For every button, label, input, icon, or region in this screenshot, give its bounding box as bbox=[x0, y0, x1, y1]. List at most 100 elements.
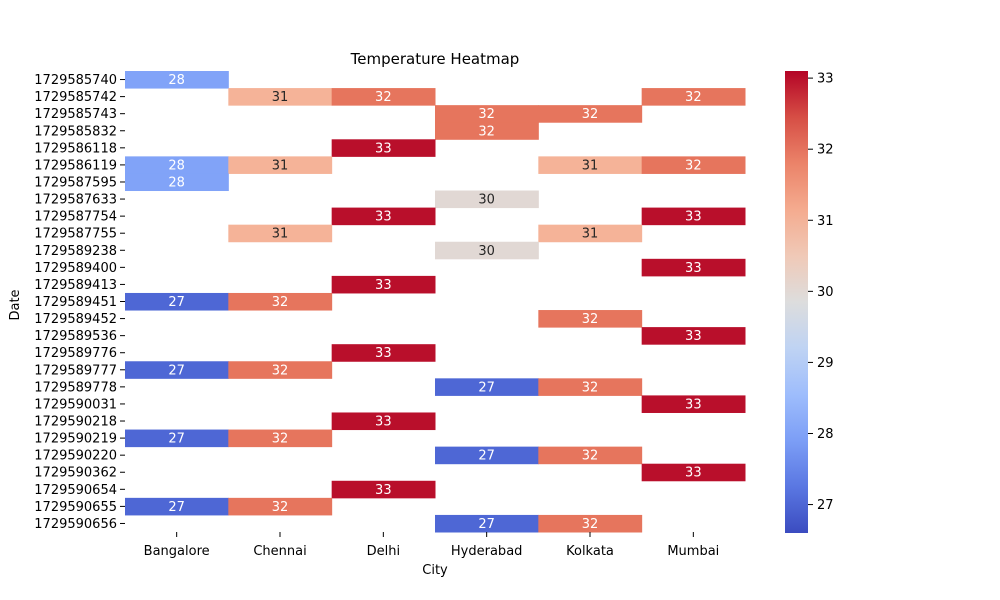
heatmap-cell bbox=[228, 224, 333, 243]
x-axis: Bangalore Chennai Delhi Hyderabad Kolkata Mum… bbox=[144, 532, 719, 559]
heatmap-cell bbox=[435, 514, 539, 533]
heatmap-cell bbox=[125, 292, 229, 311]
y-tick-label: 1729589452 bbox=[34, 312, 117, 327]
y-tick-label: 1729589451 bbox=[34, 295, 117, 310]
y-tick-label: 1729590219 bbox=[34, 432, 117, 447]
y-tick-label: 1729590218 bbox=[34, 415, 117, 430]
heatmap-cell bbox=[641, 395, 746, 413]
cell-value-label: 33 bbox=[375, 210, 392, 225]
cell-value-label: 32 bbox=[272, 500, 289, 515]
y-tick-label: 1729585743 bbox=[34, 107, 117, 122]
cell-value-label: 32 bbox=[685, 90, 702, 105]
colorbar-tick-label: 31 bbox=[817, 214, 834, 229]
cell-value-label: 27 bbox=[168, 432, 185, 447]
heatmap-cell bbox=[331, 207, 436, 226]
x-tick-label: Kolkata bbox=[566, 544, 614, 559]
cell-value-label: 32 bbox=[375, 90, 392, 105]
heatmap-cell bbox=[538, 514, 643, 533]
heatmap-cell bbox=[331, 480, 436, 499]
cell-value-label: 32 bbox=[582, 380, 599, 395]
colorbar-gradient bbox=[785, 71, 808, 533]
heatmap-cell bbox=[435, 446, 539, 465]
y-tick-label: 1729587754 bbox=[34, 210, 117, 225]
cell-value-label: 27 bbox=[478, 517, 495, 532]
cell-value-label: 28 bbox=[168, 175, 185, 190]
y-tick-label: 1729590656 bbox=[34, 517, 117, 532]
cell-value-label: 33 bbox=[375, 346, 392, 361]
y-tick-label: 1729589238 bbox=[34, 244, 117, 259]
y-tick-label: 1729589776 bbox=[34, 346, 117, 361]
y-tick-label: 1729590031 bbox=[34, 397, 117, 412]
cell-value-label: 32 bbox=[272, 295, 289, 310]
colorbar-tick-label: 28 bbox=[817, 427, 834, 442]
cell-value-label: 33 bbox=[685, 210, 702, 225]
heatmap-cell bbox=[125, 497, 229, 516]
heatmap-cell bbox=[125, 429, 229, 448]
x-axis-label: City bbox=[422, 563, 448, 578]
heatmap-cell bbox=[331, 275, 436, 294]
heatmap-cell bbox=[538, 446, 643, 465]
cell-value-label: 33 bbox=[685, 466, 702, 481]
y-tick-label: 1729589400 bbox=[34, 261, 117, 276]
cell-value-label: 27 bbox=[168, 295, 185, 310]
heatmap-cell bbox=[331, 88, 436, 106]
heatmap-cell bbox=[435, 190, 539, 209]
colorbar-tick-label: 33 bbox=[817, 72, 834, 87]
cell-value-label: 32 bbox=[478, 107, 495, 122]
heatmap-cell bbox=[228, 292, 333, 311]
heatmap-cell bbox=[538, 310, 643, 328]
y-tick-label: 1729590654 bbox=[34, 483, 117, 498]
heatmap-cell bbox=[435, 105, 539, 123]
heatmap-cell bbox=[538, 105, 643, 123]
heatmap-cell bbox=[538, 224, 643, 243]
cell-value-label: 32 bbox=[582, 517, 599, 532]
heatmap-cell bbox=[228, 361, 333, 379]
cell-value-label: 33 bbox=[375, 278, 392, 293]
cell-value-label: 33 bbox=[685, 397, 702, 412]
cell-value-label: 28 bbox=[168, 73, 185, 88]
heatmap-cell bbox=[435, 378, 539, 396]
heatmap-cell bbox=[228, 156, 333, 174]
cell-value-label: 30 bbox=[478, 193, 495, 208]
x-tick-label: Delhi bbox=[367, 544, 400, 559]
heatmap-cell bbox=[435, 241, 539, 260]
cell-value-label: 31 bbox=[272, 90, 289, 105]
y-axis-label: Date bbox=[8, 289, 23, 320]
heatmap-cell bbox=[125, 71, 229, 89]
colorbar-tick-label: 27 bbox=[817, 498, 834, 513]
cell-value-label: 32 bbox=[685, 158, 702, 173]
heatmap-cell bbox=[331, 139, 436, 157]
cell-value-label: 33 bbox=[685, 329, 702, 344]
heatmap-cell bbox=[435, 122, 539, 140]
y-tick-label: 1729590220 bbox=[34, 449, 117, 464]
cell-value-label: 31 bbox=[582, 158, 599, 173]
heatmap-cell bbox=[641, 88, 746, 106]
heatmap-cell bbox=[641, 463, 746, 482]
cell-value-label: 28 bbox=[168, 158, 185, 173]
colorbar-tick-label: 32 bbox=[817, 143, 834, 158]
cell-value-label: 31 bbox=[272, 227, 289, 242]
y-tick-label: 1729586119 bbox=[34, 158, 117, 173]
heatmap-cell bbox=[641, 156, 746, 174]
cell-value-label: 32 bbox=[582, 107, 599, 122]
y-tick-label: 1729590655 bbox=[34, 500, 117, 515]
heatmap-cell bbox=[538, 378, 643, 396]
heatmap-cell bbox=[125, 361, 229, 379]
heatmap-cell bbox=[125, 173, 229, 192]
cell-value-label: 31 bbox=[582, 227, 599, 242]
heatmap-cell bbox=[228, 88, 333, 106]
heatmap-cell bbox=[641, 327, 746, 345]
heatmap-cell bbox=[331, 344, 436, 362]
colorbar: 27 28 29 30 31 32 33 bbox=[785, 71, 834, 533]
heatmap-cell bbox=[331, 412, 436, 431]
cell-value-label: 33 bbox=[375, 483, 392, 498]
heatmap-cell bbox=[228, 497, 333, 516]
cell-value-label: 32 bbox=[272, 363, 289, 378]
cell-value-label: 30 bbox=[478, 244, 495, 259]
y-tick-label: 1729587595 bbox=[34, 175, 117, 190]
cell-value-label: 32 bbox=[478, 124, 495, 139]
heatmap-cell bbox=[125, 156, 229, 174]
cell-value-label: 27 bbox=[168, 500, 185, 515]
y-tick-label: 1729589536 bbox=[34, 329, 117, 344]
